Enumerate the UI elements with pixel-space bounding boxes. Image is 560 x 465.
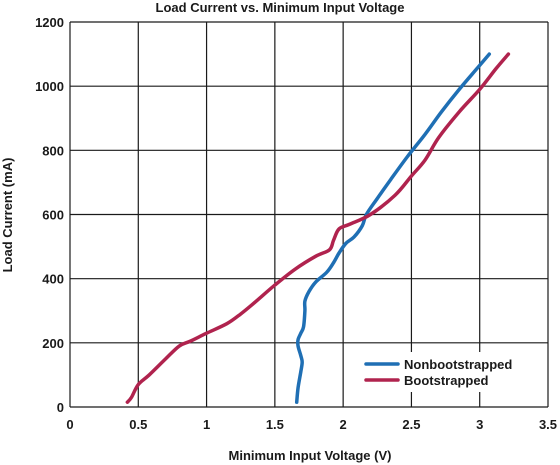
legend-label-bootstrapped: Bootstrapped	[404, 373, 489, 388]
y-tick-label: 800	[42, 143, 64, 158]
legend-label-nonbootstrapped: Nonbootstrapped	[404, 357, 512, 372]
grid	[69, 21, 549, 408]
tick-labels: 0 0.5 1 1.5 2 2.5 3 3.5 0 200 400 600 800 1000 1200	[35, 15, 557, 432]
x-axis-label: Minimum Input Voltage (V)	[229, 448, 392, 463]
y-tick-label: 200	[42, 336, 64, 351]
x-tick-label: 3	[476, 417, 483, 432]
y-tick-label: 600	[42, 208, 64, 223]
x-tick-label: 0	[66, 417, 73, 432]
x-tick-label: 1.5	[266, 417, 284, 432]
y-tick-label: 1200	[35, 15, 64, 30]
y-tick-label: 400	[42, 272, 64, 287]
x-tick-label: 0.5	[129, 417, 147, 432]
chart-title: Load Current vs. Minimum Input Voltage	[156, 0, 405, 15]
x-tick-label: 1	[203, 417, 210, 432]
series-line-nonbootstrapped	[294, 52, 492, 404]
y-tick-label: 1000	[35, 79, 64, 94]
legend-background	[358, 352, 538, 392]
series-lines	[125, 52, 511, 404]
x-tick-label: 2	[340, 417, 347, 432]
x-tick-label: 3.5	[539, 417, 557, 432]
x-tick-label: 2.5	[402, 417, 420, 432]
series-line-bootstrapped	[125, 52, 511, 404]
y-tick-label: 0	[57, 400, 64, 415]
y-axis-label: Load Current (mA)	[0, 158, 15, 273]
